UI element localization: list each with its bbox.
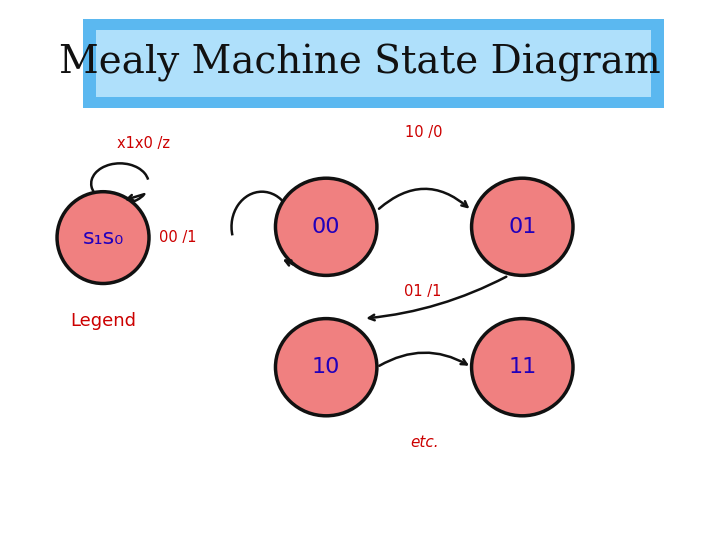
Text: 00: 00: [312, 217, 341, 237]
Text: Legend: Legend: [70, 312, 136, 330]
Text: 10 /0: 10 /0: [405, 125, 443, 140]
Text: 11: 11: [508, 357, 536, 377]
Text: 01: 01: [508, 217, 536, 237]
Ellipse shape: [472, 319, 573, 416]
Ellipse shape: [276, 319, 377, 416]
Text: x1x0 /z: x1x0 /z: [117, 136, 169, 151]
Text: Mealy Machine State Diagram: Mealy Machine State Diagram: [59, 44, 661, 83]
Text: 10: 10: [312, 357, 341, 377]
FancyBboxPatch shape: [96, 30, 651, 97]
Text: s₁s₀: s₁s₀: [82, 227, 124, 248]
FancyBboxPatch shape: [83, 19, 665, 108]
Ellipse shape: [276, 178, 377, 275]
Text: 01 /1: 01 /1: [404, 284, 441, 299]
Text: 00 /1: 00 /1: [158, 230, 196, 245]
Ellipse shape: [472, 178, 573, 275]
Text: etc.: etc.: [410, 435, 438, 450]
Ellipse shape: [57, 192, 149, 284]
